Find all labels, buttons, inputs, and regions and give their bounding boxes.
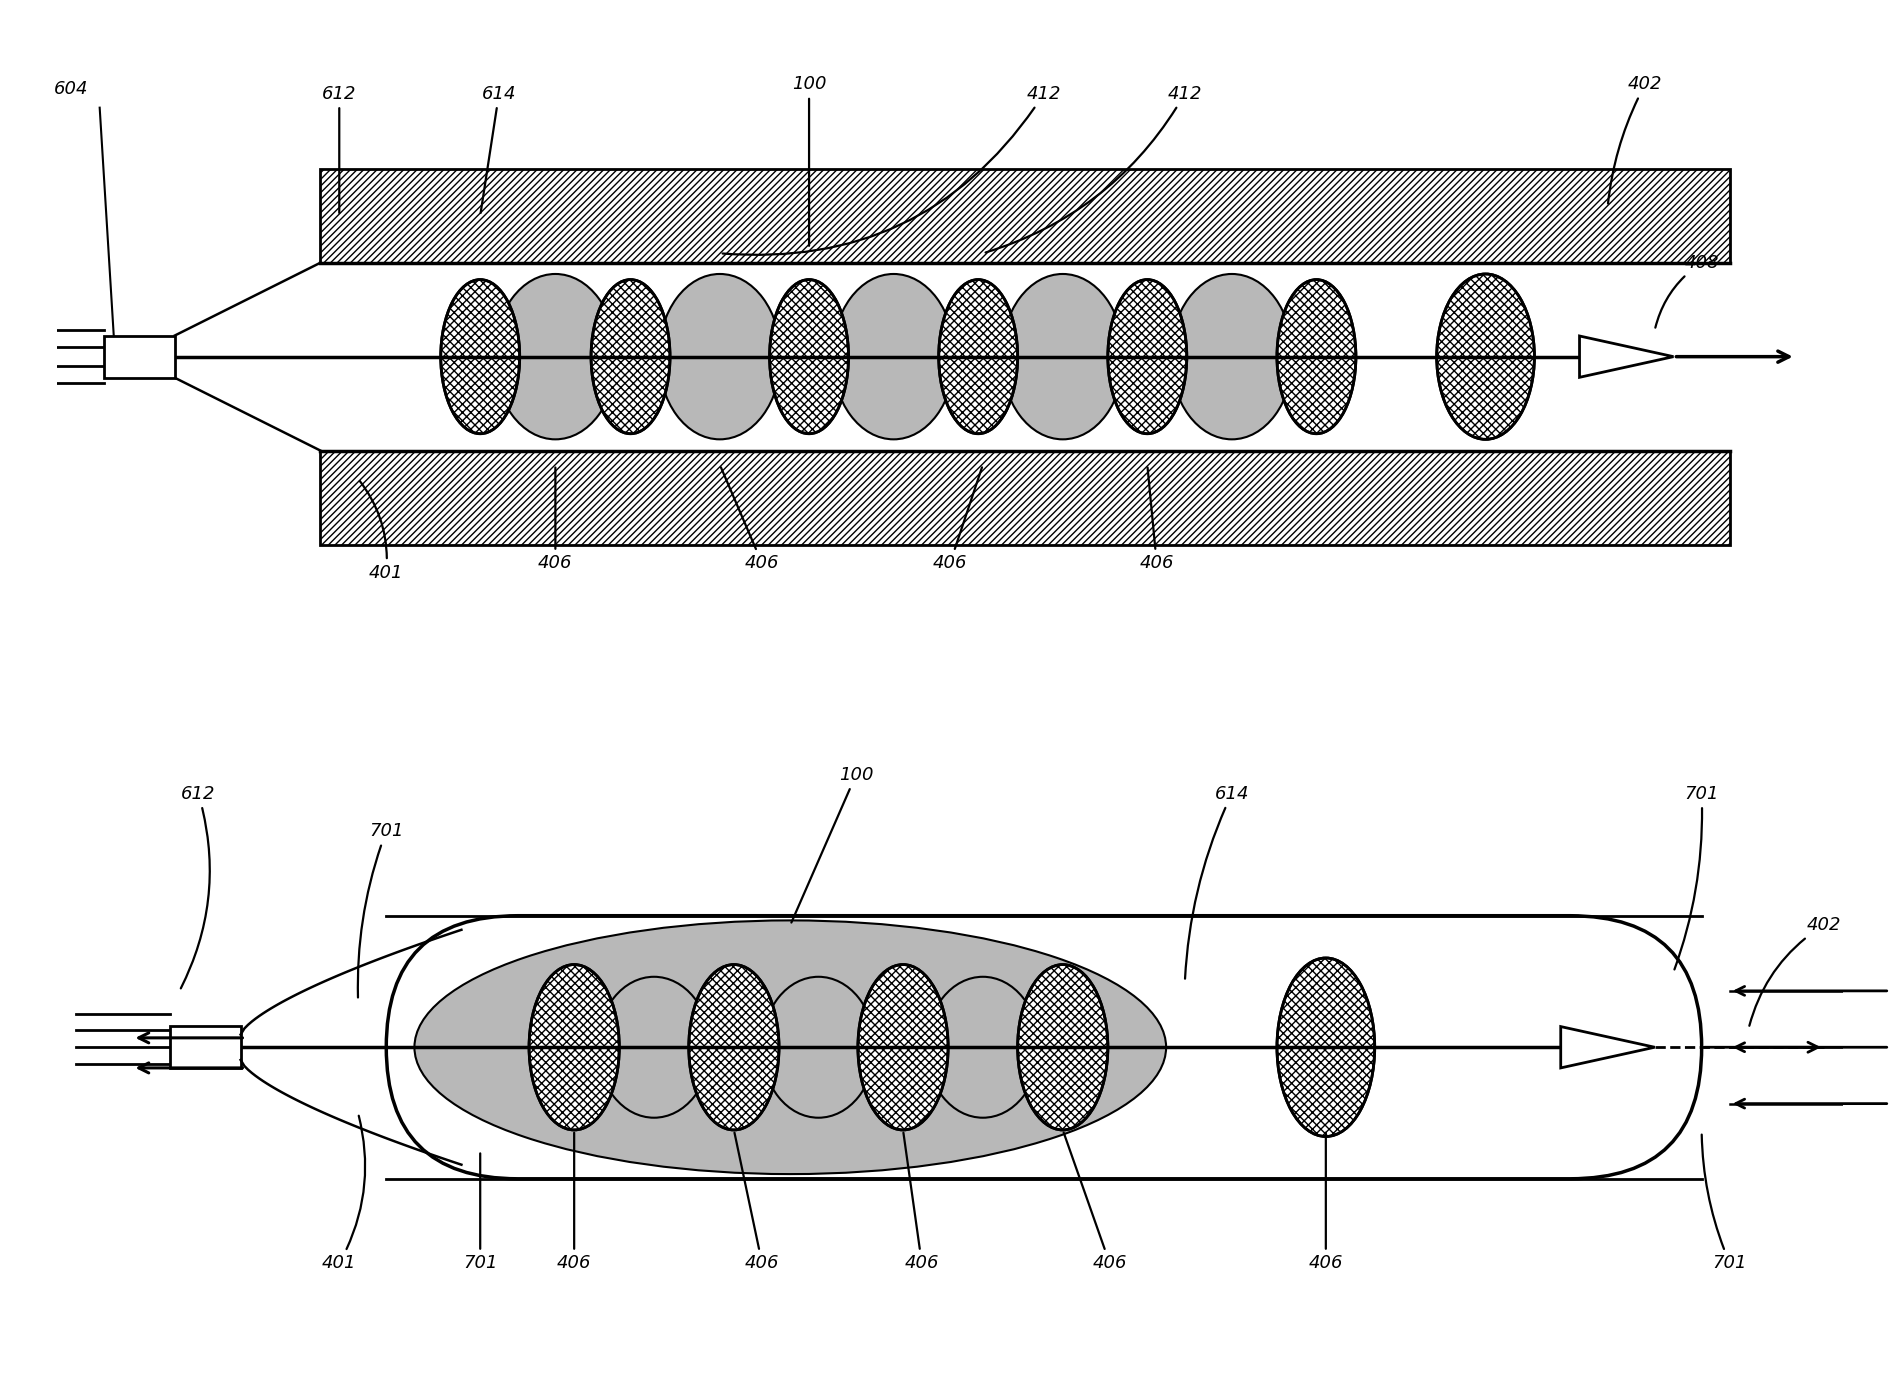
- Text: 604: 604: [55, 79, 89, 97]
- Bar: [321, 168, 1729, 263]
- Ellipse shape: [1436, 274, 1535, 439]
- Ellipse shape: [1277, 279, 1357, 434]
- Text: 614: 614: [481, 85, 517, 213]
- Bar: [104, 335, 175, 378]
- Ellipse shape: [441, 279, 521, 434]
- Text: 402: 402: [1750, 916, 1841, 1026]
- Ellipse shape: [528, 965, 619, 1130]
- Bar: [321, 168, 1729, 263]
- Text: 406: 406: [902, 1133, 939, 1272]
- Text: 406: 406: [1140, 467, 1174, 573]
- Ellipse shape: [770, 279, 849, 434]
- Text: 701: 701: [357, 821, 403, 998]
- Text: 701: 701: [1702, 1134, 1748, 1272]
- Bar: [171, 1026, 241, 1069]
- Text: 406: 406: [735, 1133, 779, 1272]
- Text: 406: 406: [1064, 1133, 1127, 1272]
- Text: 406: 406: [720, 467, 779, 573]
- Ellipse shape: [1001, 274, 1123, 439]
- Text: 408: 408: [1655, 254, 1720, 328]
- Text: 701: 701: [464, 1154, 498, 1272]
- Ellipse shape: [1018, 965, 1108, 1130]
- Ellipse shape: [1277, 958, 1376, 1137]
- Ellipse shape: [927, 977, 1039, 1118]
- Text: 406: 406: [557, 1133, 591, 1272]
- Ellipse shape: [690, 965, 779, 1130]
- Ellipse shape: [859, 965, 948, 1130]
- Polygon shape: [1579, 336, 1674, 377]
- Ellipse shape: [832, 274, 954, 439]
- Text: 412: 412: [986, 85, 1203, 253]
- Text: 100: 100: [792, 766, 874, 923]
- Text: 406: 406: [1309, 1133, 1343, 1272]
- Ellipse shape: [762, 977, 874, 1118]
- Text: 614: 614: [1186, 784, 1248, 979]
- Ellipse shape: [414, 920, 1167, 1175]
- Bar: [321, 450, 1729, 545]
- Bar: [321, 450, 1729, 545]
- Ellipse shape: [1170, 274, 1292, 439]
- Text: 402: 402: [1607, 75, 1662, 203]
- Ellipse shape: [939, 279, 1018, 434]
- Text: 100: 100: [792, 75, 826, 246]
- FancyBboxPatch shape: [386, 916, 1702, 1179]
- Text: 401: 401: [359, 481, 403, 582]
- Ellipse shape: [659, 274, 781, 439]
- Polygon shape: [1560, 1027, 1655, 1068]
- Ellipse shape: [598, 977, 711, 1118]
- Text: 406: 406: [933, 467, 982, 573]
- Text: 406: 406: [538, 467, 572, 573]
- Ellipse shape: [494, 274, 616, 439]
- Text: 401: 401: [321, 1116, 365, 1272]
- Ellipse shape: [591, 279, 671, 434]
- Ellipse shape: [1108, 279, 1188, 434]
- Text: 612: 612: [180, 784, 215, 988]
- Text: 701: 701: [1674, 784, 1720, 969]
- Text: 412: 412: [722, 85, 1062, 254]
- Text: 612: 612: [321, 85, 357, 213]
